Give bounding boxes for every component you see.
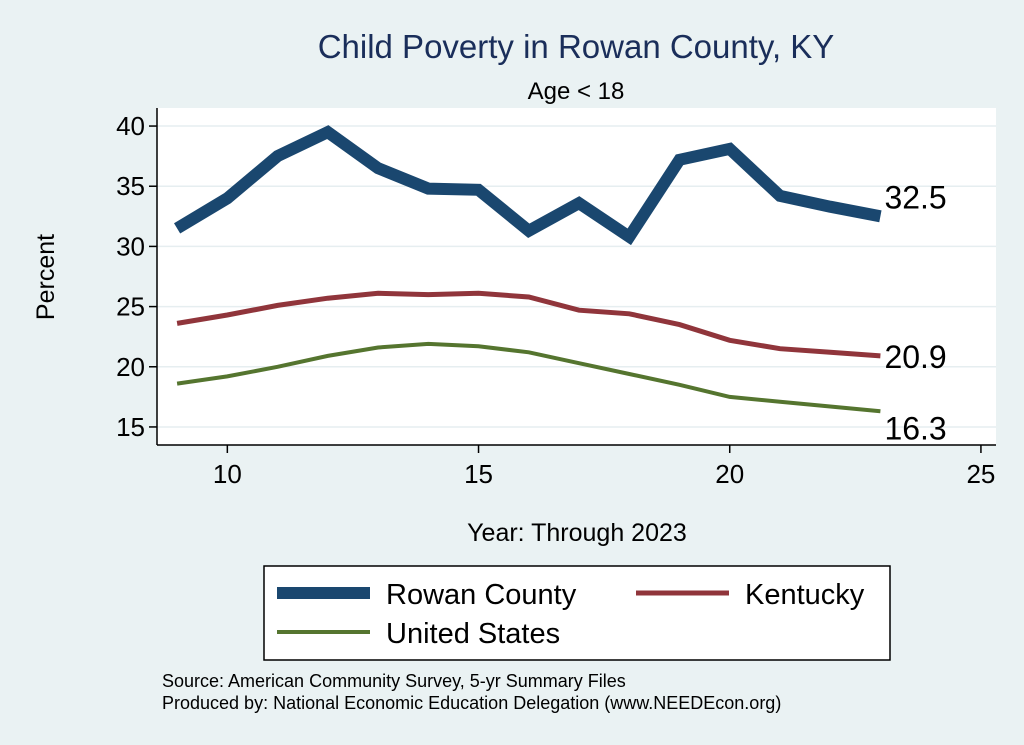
axes: 15 20 25 30 35 40 10 15 20 25 (116, 108, 996, 489)
end-label-united-states: 16.3 (884, 410, 946, 446)
end-label-rowan-county: 32.5 (884, 179, 946, 215)
y-axis-title: Percent (32, 234, 60, 320)
x-tick-label: 20 (715, 459, 744, 489)
legend: Rowan County Kentucky United States (263, 565, 891, 661)
y-tick-label: 20 (116, 352, 145, 382)
legend-box (263, 565, 891, 661)
x-tick-label: 10 (213, 459, 242, 489)
y-tick-label: 35 (116, 171, 145, 201)
chart-title: Child Poverty in Rowan County, KY (318, 28, 835, 65)
legend-label-kentucky: Kentucky (745, 579, 865, 611)
footnote-source: Source: American Community Survey, 5-yr … (162, 671, 626, 691)
end-labels: 32.5 20.9 16.3 (884, 179, 946, 446)
y-tick-label: 25 (116, 292, 145, 322)
series-line-rowan-county (174, 125, 882, 246)
x-tick-label: 25 (966, 459, 995, 489)
legend-label-rowan-county: Rowan County (386, 579, 577, 611)
series-line-united-states (176, 341, 881, 414)
end-label-kentucky: 20.9 (884, 339, 946, 375)
x-tick-label: 15 (464, 459, 493, 489)
chart-subtitle: Age < 18 (528, 78, 625, 105)
legend-label-united-states: United States (386, 618, 560, 650)
footnote-producer: Produced by: National Economic Education… (162, 693, 781, 713)
plot-area (157, 108, 996, 445)
grid-lines (157, 125, 996, 428)
y-tick-label: 15 (116, 412, 145, 442)
series-line-kentucky (176, 290, 881, 359)
x-axis-title: Year: Through 2023 (467, 519, 687, 547)
series-lines (174, 125, 882, 414)
y-tick-label: 30 (116, 231, 145, 261)
y-tick-label: 40 (116, 111, 145, 141)
